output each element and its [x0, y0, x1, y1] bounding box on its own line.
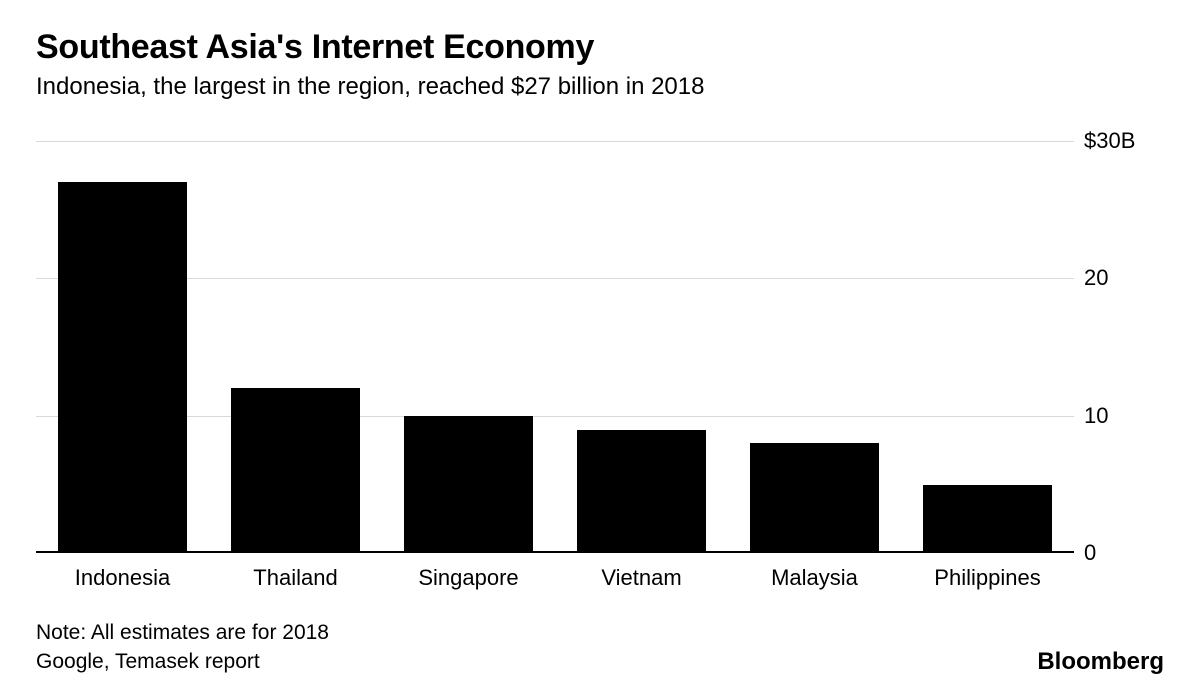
chart-title: Southeast Asia's Internet Economy: [36, 28, 1164, 67]
bar: [923, 485, 1051, 554]
bar: [231, 388, 359, 553]
y-tick-label: 10: [1084, 403, 1108, 429]
bar-slot: [901, 141, 1074, 553]
y-tick-label: $30B: [1084, 128, 1135, 154]
footnote-line-1: Note: All estimates are for 2018: [36, 619, 329, 647]
x-tick-label: Vietnam: [555, 559, 728, 593]
chart-area: $30B20100 IndonesiaThailandSingaporeViet…: [36, 141, 1164, 593]
bar-slot: [382, 141, 555, 553]
bars-group: [36, 141, 1074, 553]
x-tick-label: Malaysia: [728, 559, 901, 593]
x-tick-label: Thailand: [209, 559, 382, 593]
chart-subtitle: Indonesia, the largest in the region, re…: [36, 73, 1164, 101]
bar-slot: [209, 141, 382, 553]
bar: [750, 443, 878, 553]
bar-slot: [728, 141, 901, 553]
x-tick-label: Indonesia: [36, 559, 209, 593]
bar: [577, 430, 705, 554]
bar-slot: [36, 141, 209, 553]
bar-slot: [555, 141, 728, 553]
footnote-line-2: Google, Temasek report: [36, 648, 329, 676]
chart-container: Southeast Asia's Internet Economy Indone…: [0, 0, 1200, 696]
plot-area: [36, 141, 1074, 553]
brand-label: Bloomberg: [1037, 648, 1164, 676]
footnotes: Note: All estimates are for 2018 Google,…: [36, 619, 329, 676]
y-axis-labels: $30B20100: [1084, 141, 1164, 553]
x-tick-label: Singapore: [382, 559, 555, 593]
x-axis-baseline: [36, 551, 1074, 553]
x-axis-labels: IndonesiaThailandSingaporeVietnamMalaysi…: [36, 559, 1074, 593]
bar: [404, 416, 532, 553]
x-tick-label: Philippines: [901, 559, 1074, 593]
footer: Note: All estimates are for 2018 Google,…: [36, 619, 1164, 676]
y-tick-label: 20: [1084, 265, 1108, 291]
y-tick-label: 0: [1084, 540, 1096, 566]
bar: [58, 182, 186, 553]
